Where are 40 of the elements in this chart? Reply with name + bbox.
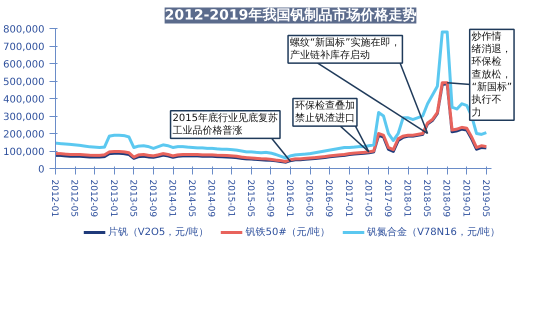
x-tick-label: 2017-05 bbox=[362, 180, 372, 218]
x-tick-label: 2015-09 bbox=[264, 180, 274, 218]
x-tick-label: 2019-05 bbox=[480, 180, 490, 218]
x-tick-label: 2012-05 bbox=[68, 180, 79, 218]
y-tick-label: 700,000 bbox=[3, 42, 45, 53]
x-tick-label: 2013-05 bbox=[127, 180, 138, 218]
annotation: 螺纹“新国标”实施在即，产业链补库存启动 bbox=[290, 36, 400, 62]
x-tick-label: 2017-09 bbox=[382, 180, 392, 218]
annotation: 2015年底行业见底复苏工业品价格普涨 bbox=[172, 112, 278, 136]
x-tick-label: 2018-05 bbox=[421, 180, 432, 218]
legend-label: 片钒（V2O5，元/吨） bbox=[108, 226, 209, 239]
y-tick-label: 400,000 bbox=[3, 94, 45, 106]
x-tick-label: 2017-01 bbox=[342, 180, 353, 218]
x-tick-label: 2014-05 bbox=[186, 180, 196, 218]
y-tick-label: 500,000 bbox=[3, 77, 45, 88]
x-tick-label: 2018-09 bbox=[440, 180, 451, 218]
x-tick-label: 2016-05 bbox=[304, 180, 314, 218]
x-tick-label: 2013-01 bbox=[108, 180, 118, 218]
x-tick-label: 2016-01 bbox=[284, 180, 294, 218]
y-tick-label: 300,000 bbox=[3, 112, 45, 123]
y-tick-label: 600,000 bbox=[3, 60, 45, 70]
y-tick-label: 100,000 bbox=[3, 147, 45, 158]
x-tick-label: 2014-09 bbox=[206, 180, 216, 218]
x-tick-label: 2016-09 bbox=[323, 180, 334, 218]
x-tick-label: 2012-09 bbox=[88, 180, 98, 218]
y-tick-label: 800,000 bbox=[3, 24, 45, 36]
x-tick-label: 2014-01 bbox=[166, 180, 176, 218]
x-tick-label: 2015-01 bbox=[225, 180, 236, 218]
legend-label: 钒铁50#（元/吨） bbox=[246, 226, 330, 239]
x-tick-label: 2013-09 bbox=[146, 180, 157, 218]
chart-title: 2012-2019年我国钒制品市场价格走势 bbox=[164, 6, 416, 24]
y-tick-label: 200,000 bbox=[3, 130, 45, 140]
x-tick-label: 2019-01 bbox=[460, 180, 470, 218]
annotation: 环保检查叠加禁止钒渣进口 bbox=[294, 100, 355, 124]
legend-label: 钒氮合金（V78N16，元/吨） bbox=[367, 226, 500, 239]
x-tick-label: 2018-01 bbox=[402, 180, 412, 218]
annotation: 炒作情绪消退，环保检查放松，“新国标”执行不力 bbox=[472, 30, 512, 118]
y-tick-label: 0 bbox=[38, 164, 45, 176]
x-tick-label: 2015-05 bbox=[244, 180, 255, 218]
x-tick-label: 2012-01 bbox=[49, 180, 59, 218]
